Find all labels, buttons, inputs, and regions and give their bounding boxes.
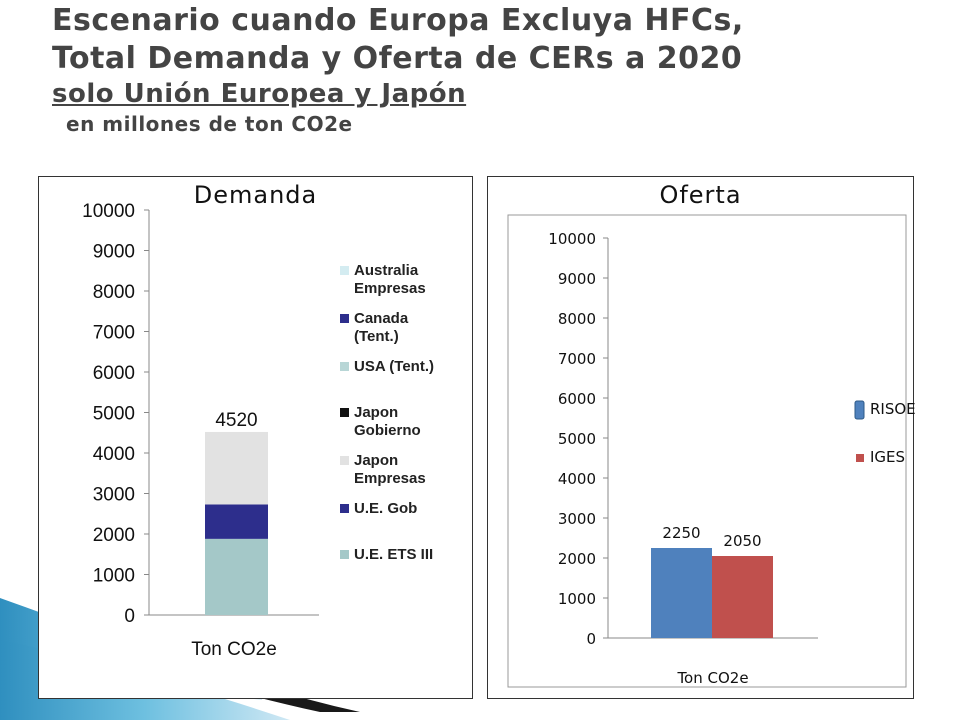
demand-bar-segment bbox=[205, 431, 268, 505]
demand-y-tick-label: 4000 bbox=[93, 444, 135, 465]
demand-legend-label: Gobierno bbox=[354, 422, 421, 439]
supply-legend-label: IGES bbox=[870, 448, 905, 466]
demand-legend-swatch bbox=[340, 314, 349, 323]
supply-legend-swatch bbox=[854, 400, 865, 420]
supply-y-tick-label: 1000 bbox=[558, 590, 596, 608]
demand-legend-swatch bbox=[340, 362, 349, 371]
supply-plot-frame bbox=[507, 214, 907, 688]
supply-y-tick-label: 6000 bbox=[558, 390, 596, 408]
demand-y-tick-label: 5000 bbox=[93, 404, 135, 425]
supply-bar-value-label: 2250 bbox=[662, 524, 700, 542]
supply-y-tick-label: 2000 bbox=[558, 550, 596, 568]
demand-chart-title: Demanda bbox=[193, 181, 318, 209]
title-line-3: solo Unión Europea y Japón bbox=[52, 79, 467, 109]
demand-bar-segment bbox=[205, 538, 268, 615]
demand-legend-label: (Tent.) bbox=[354, 328, 399, 345]
supply-y-tick-label: 0 bbox=[586, 630, 596, 648]
supply-y-tick-label: 3000 bbox=[558, 510, 596, 528]
supply-y-tick-label: 5000 bbox=[558, 430, 596, 448]
demand-legend-label: U.E. Gob bbox=[354, 500, 417, 517]
demand-x-category-label: Ton CO2e bbox=[191, 639, 277, 660]
demand-legend-swatch bbox=[340, 456, 349, 465]
title-line-1: Escenario cuando Europa Excluya HFCs, bbox=[52, 3, 744, 38]
demand-legend-label: Japon bbox=[354, 404, 398, 421]
demand-legend-swatch bbox=[340, 504, 349, 513]
demand-y-tick-label: 6000 bbox=[93, 363, 135, 384]
demand-legend-label: U.E. ETS III bbox=[354, 546, 433, 563]
supply-y-tick-label: 4000 bbox=[558, 470, 596, 488]
supply-bar bbox=[651, 548, 712, 638]
slide-title: Escenario cuando Europa Excluya HFCs, To… bbox=[52, 2, 952, 138]
supply-chart-title: Oferta bbox=[659, 181, 742, 209]
supply-chart-panel: Oferta 0 1000 2000 3000 4000 5000 6000 7000 8000… bbox=[487, 176, 916, 699]
demand-legend-swatch bbox=[340, 550, 349, 559]
demand-y-tick-label: 10000 bbox=[82, 201, 135, 222]
demand-chart: 0 1000 2000 3000 4000 5000 6000 7000 8000 9000 100… bbox=[82, 201, 434, 660]
title-line-2: Total Demanda y Oferta de CERs a 2020 bbox=[52, 41, 743, 76]
supply-y-tick-label: 9000 bbox=[558, 270, 596, 288]
demand-legend-label: Empresas bbox=[354, 280, 426, 297]
supply-bar-value-label: 2050 bbox=[723, 532, 761, 550]
demand-legend-label: USA (Tent.) bbox=[354, 358, 434, 375]
demand-y-tick-label: 7000 bbox=[93, 323, 135, 344]
demand-legend-label: Australia bbox=[354, 262, 419, 279]
supply-y-tick-label: 7000 bbox=[558, 350, 596, 368]
title-line-4: en millones de ton CO2e bbox=[66, 112, 353, 136]
demand-y-tick-label: 8000 bbox=[93, 282, 135, 303]
supply-x-category-label: Ton CO2e bbox=[676, 669, 748, 687]
demand-y-tick-label: 1000 bbox=[93, 566, 135, 587]
demand-chart-panel: Demanda 0 1000 2000 3000 4000 5000 6000 7000 800… bbox=[38, 176, 473, 699]
demand-total-label: 4520 bbox=[215, 410, 257, 431]
demand-legend-label: Japon bbox=[354, 452, 398, 469]
supply-bar bbox=[712, 556, 773, 638]
demand-y-tick-label: 2000 bbox=[93, 525, 135, 546]
demand-y-tick-label: 9000 bbox=[93, 242, 135, 263]
demand-legend-label: Canada bbox=[354, 310, 409, 327]
demand-legend-label: Empresas bbox=[354, 470, 426, 487]
supply-y-tick-label: 8000 bbox=[558, 310, 596, 328]
demand-legend-swatch bbox=[340, 266, 349, 275]
supply-y-tick-label: 10000 bbox=[548, 230, 596, 248]
supply-legend-swatch bbox=[856, 454, 864, 462]
demand-y-tick-label: 0 bbox=[124, 606, 135, 627]
demand-bar-segment bbox=[205, 504, 268, 539]
demand-y-tick-label: 3000 bbox=[93, 485, 135, 506]
demand-legend-swatch bbox=[340, 408, 349, 417]
supply-chart: 0 1000 2000 3000 4000 5000 6000 7000 8000 9000 100… bbox=[507, 214, 916, 688]
supply-legend-label: RISOE bbox=[870, 400, 916, 418]
